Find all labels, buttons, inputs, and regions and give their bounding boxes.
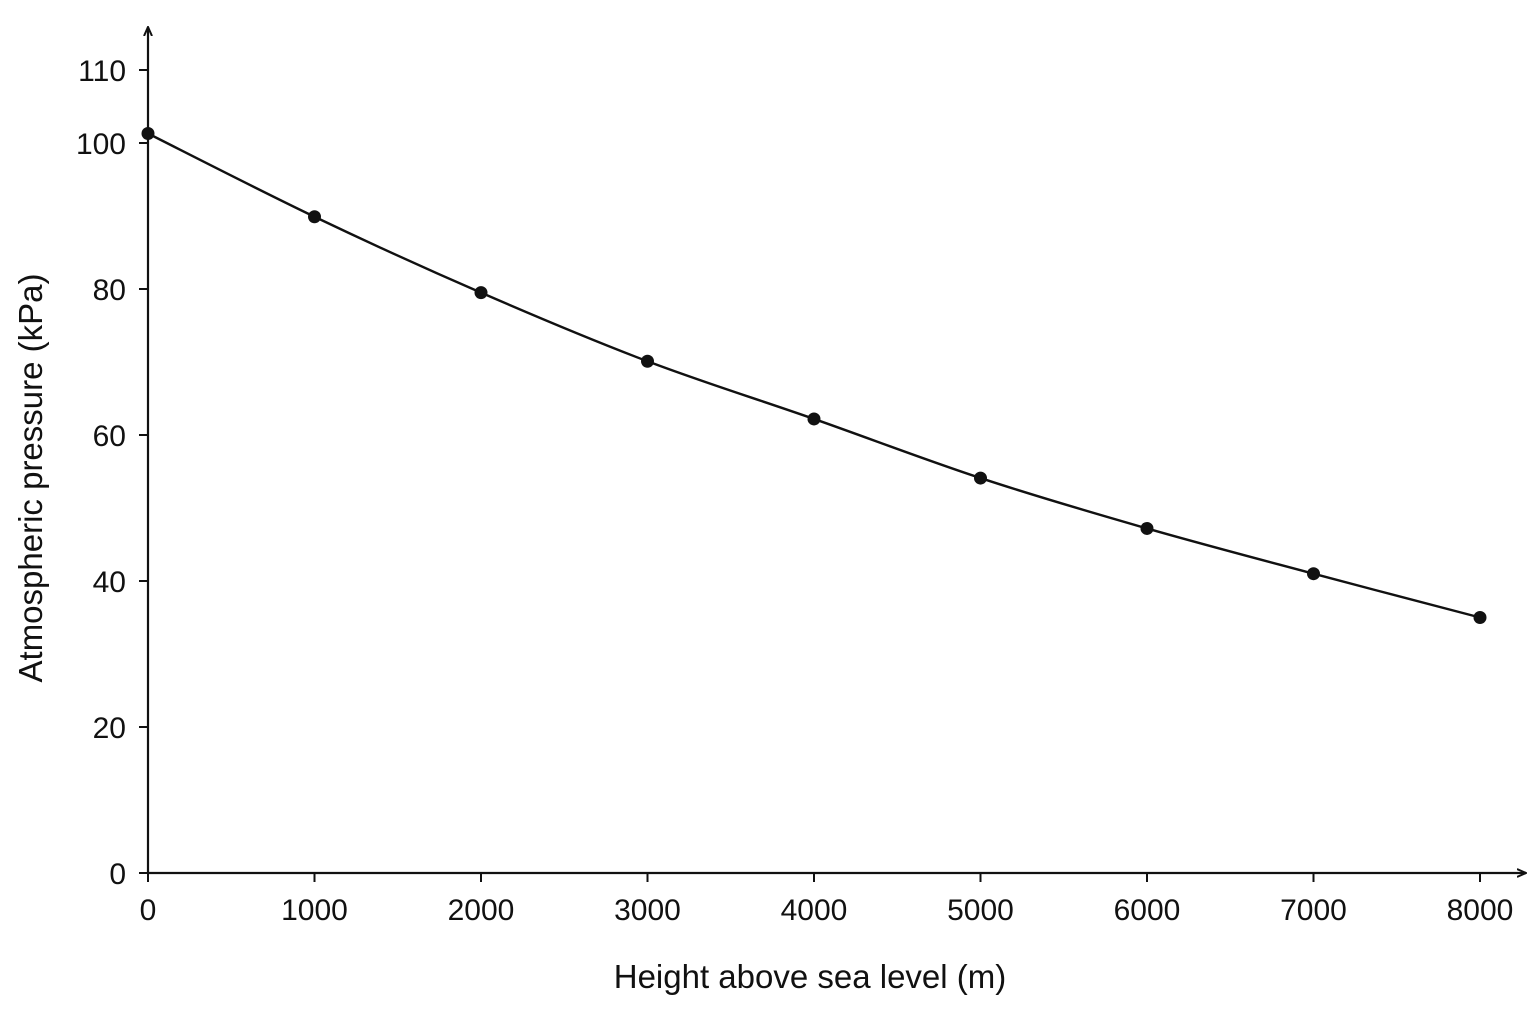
- data-point: [807, 412, 821, 426]
- x-tick-label: 5000: [947, 894, 1014, 927]
- x-tick-label: 4000: [781, 894, 848, 927]
- y-axis-title: Atmospheric pressure (kPa): [12, 274, 49, 683]
- data-point: [1473, 611, 1487, 624]
- y-tick-label: 60: [93, 420, 126, 453]
- data-point: [141, 127, 155, 141]
- y-axis-ticks: 0 20 40 60 80 100 110: [76, 55, 148, 891]
- x-axis-title: Height above sea level (m): [614, 958, 1007, 995]
- x-tick-label: 2000: [448, 894, 515, 927]
- data-point: [1307, 567, 1320, 581]
- y-tick-label: 20: [93, 712, 126, 745]
- y-tick-label: 110: [78, 55, 126, 88]
- y-tick-label: 40: [93, 566, 126, 599]
- data-point: [308, 210, 321, 224]
- data-point: [641, 354, 654, 368]
- y-tick-label: 100: [76, 128, 126, 161]
- data-point: [974, 471, 987, 485]
- x-axis-ticks: 0 1000 2000 3000 4000 5000 6000 7000 8000: [140, 873, 1514, 927]
- x-tick-label: 6000: [1114, 894, 1181, 927]
- x-tick-label: 7000: [1280, 894, 1347, 927]
- pressure-curve: [147, 132, 1481, 619]
- x-tick-label: 1000: [281, 894, 348, 927]
- x-tick-label: 0: [140, 894, 157, 927]
- x-tick-label: 3000: [614, 894, 681, 927]
- series-layer: [141, 127, 1487, 624]
- y-tick-label: 0: [109, 858, 126, 891]
- data-point: [474, 286, 488, 300]
- x-tick-label: 8000: [1447, 894, 1514, 927]
- data-point: [1140, 521, 1154, 535]
- y-tick-label: 80: [93, 274, 126, 307]
